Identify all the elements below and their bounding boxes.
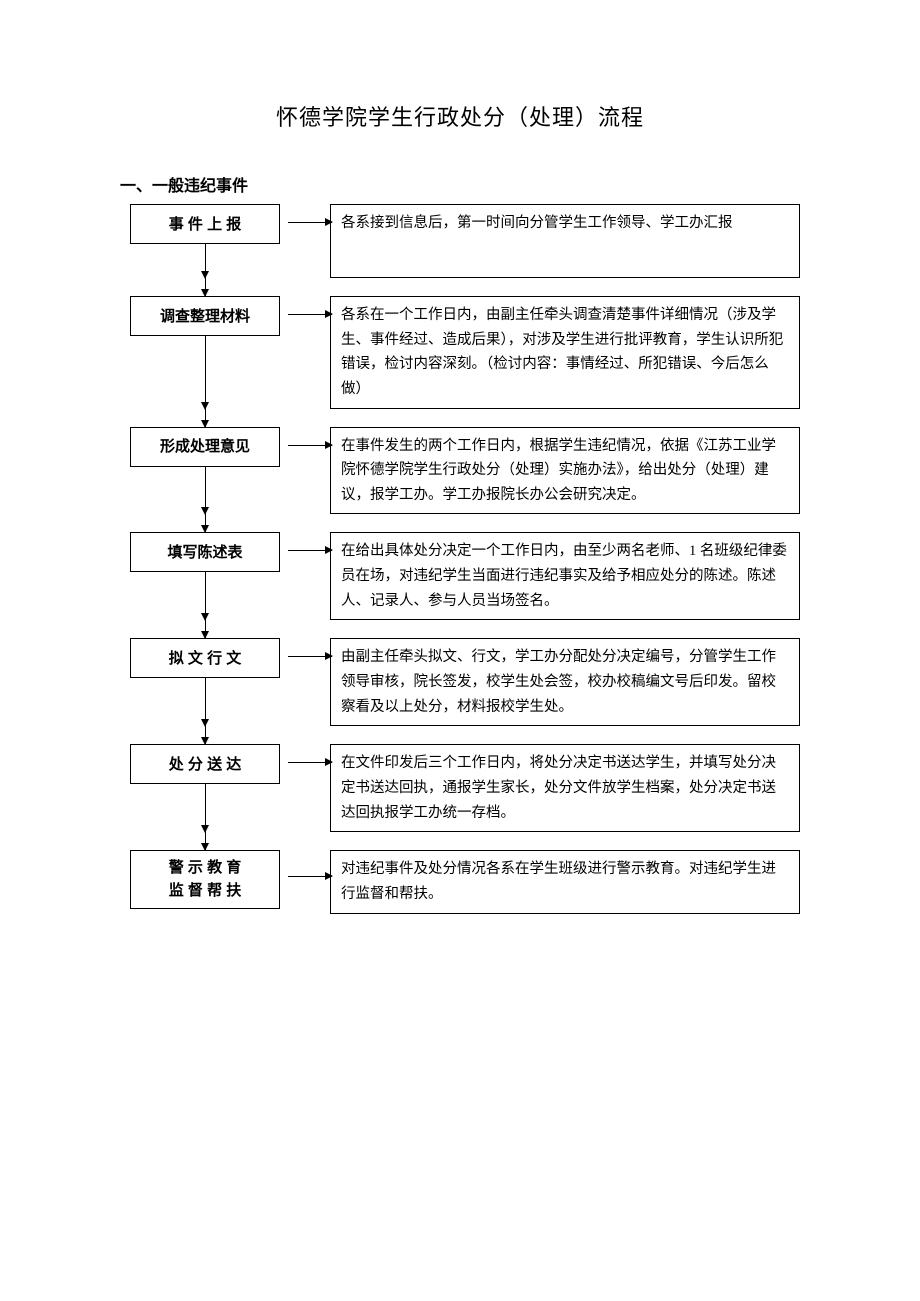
arrow-down-icon <box>205 467 206 515</box>
step-box-report: 事 件 上 报 <box>130 204 280 244</box>
connector-gap <box>290 296 330 409</box>
arrow-right-icon <box>288 876 332 877</box>
spacer <box>120 832 800 850</box>
spacer <box>120 620 800 638</box>
step-left-col: 拟 文 行 文 <box>120 638 290 726</box>
arrow-down-icon <box>205 784 206 832</box>
arrow-right-icon <box>288 550 332 551</box>
flow-row: 事 件 上 报 各系接到信息后，第一时间向分管学生工作领导、学工办汇报 <box>120 204 800 278</box>
step-left-col: 填写陈述表 <box>120 532 290 620</box>
flow-row: 填写陈述表 在给出具体处分决定一个工作日内，由至少两名老师、1 名班级纪律委员在… <box>120 532 800 620</box>
spacer <box>120 409 800 427</box>
step-desc: 在文件印发后三个工作日内，将处分决定书送达学生，并填写处分决定书送达回执，通报学… <box>341 755 776 820</box>
step-desc: 在给出具体处分决定一个工作日内，由至少两名老师、1 名班级纪律委员在场，对违纪学… <box>341 543 787 608</box>
page-title: 怀德学院学生行政处分（处理）流程 <box>120 100 800 132</box>
step-desc-box: 由副主任牵头拟文、行文，学工办分配处分决定编号，分管学生工作领导审核，院长签发，… <box>330 638 800 726</box>
page: 怀德学院学生行政处分（处理）流程 一、一般违纪事件 事 件 上 报 各系接到信息… <box>0 0 920 954</box>
flow-row: 调查整理材料 各系在一个工作日内，由副主任牵头调查清楚事件详细情况（涉及学生、事… <box>120 296 800 409</box>
spacer <box>120 514 800 532</box>
spacer <box>120 278 800 296</box>
step-left-col: 形成处理意见 <box>120 427 290 515</box>
step-box-statement: 填写陈述表 <box>130 532 280 572</box>
arrow-down-icon <box>205 678 206 726</box>
step-label-line2: 监 督 帮 扶 <box>169 880 242 903</box>
arrow-right-icon <box>288 222 332 223</box>
arrow-right-icon <box>288 314 332 315</box>
step-label: 形成处理意见 <box>160 436 250 457</box>
flow-row: 形成处理意见 在事件发生的两个工作日内，根据学生违纪情况，依据《江苏工业学院怀德… <box>120 427 800 515</box>
connector-gap <box>290 850 330 913</box>
step-box-educate: 警 示 教 育 监 督 帮 扶 <box>130 850 280 909</box>
step-left-col: 事 件 上 报 <box>120 204 290 278</box>
step-left-col: 调查整理材料 <box>120 296 290 409</box>
step-desc-box: 各系在一个工作日内，由副主任牵头调查清楚事件详细情况（涉及学生、事件经过、造成后… <box>330 296 800 409</box>
flow-row: 处 分 送 达 在文件印发后三个工作日内，将处分决定书送达学生，并填写处分决定书… <box>120 744 800 832</box>
step-label: 拟 文 行 文 <box>169 648 242 669</box>
arrow-right-icon <box>288 762 332 763</box>
arrow-down-icon <box>205 514 206 532</box>
step-label: 调查整理材料 <box>160 306 250 327</box>
connector-gap <box>290 204 330 278</box>
step-desc: 各系在一个工作日内，由副主任牵头调查清楚事件详细情况（涉及学生、事件经过、造成后… <box>341 307 783 397</box>
step-desc: 对违纪事件及处分情况各系在学生班级进行警示教育。对违纪学生进行监督和帮扶。 <box>341 861 776 902</box>
arrow-down-icon <box>205 336 206 409</box>
arrow-down-icon <box>205 572 206 620</box>
step-box-draft: 拟 文 行 文 <box>130 638 280 678</box>
step-desc-box: 在给出具体处分决定一个工作日内，由至少两名老师、1 名班级纪律委员在场，对违纪学… <box>330 532 800 620</box>
step-left-col: 警 示 教 育 监 督 帮 扶 <box>120 850 290 913</box>
step-desc: 各系接到信息后，第一时间向分管学生工作领导、学工办汇报 <box>341 215 733 231</box>
step-label: 处 分 送 达 <box>169 754 242 775</box>
step-desc: 在事件发生的两个工作日内，根据学生违纪情况，依据《江苏工业学院怀德学院学生行政处… <box>341 438 776 503</box>
step-label: 填写陈述表 <box>167 542 242 563</box>
arrow-down-icon <box>205 278 206 296</box>
connector-gap <box>290 427 330 515</box>
step-desc-box: 在事件发生的两个工作日内，根据学生违纪情况，依据《江苏工业学院怀德学院学生行政处… <box>330 427 800 515</box>
connector-gap <box>290 532 330 620</box>
step-box-investigate: 调查整理材料 <box>130 296 280 336</box>
step-desc: 由副主任牵头拟文、行文，学工办分配处分决定编号，分管学生工作领导审核，院长签发，… <box>341 649 776 714</box>
spacer <box>120 726 800 744</box>
step-label: 事 件 上 报 <box>169 214 242 235</box>
step-box-deliver: 处 分 送 达 <box>130 744 280 784</box>
connector-gap <box>290 744 330 832</box>
arrow-down-icon <box>205 244 206 278</box>
arrow-down-icon <box>205 726 206 744</box>
step-label-line1: 警 示 教 育 <box>169 857 242 880</box>
arrow-right-icon <box>288 445 332 446</box>
step-desc-box: 各系接到信息后，第一时间向分管学生工作领导、学工办汇报 <box>330 204 800 278</box>
arrow-right-icon <box>288 656 332 657</box>
step-desc-box: 对违纪事件及处分情况各系在学生班级进行警示教育。对违纪学生进行监督和帮扶。 <box>330 850 800 913</box>
flow-row: 拟 文 行 文 由副主任牵头拟文、行文，学工办分配处分决定编号，分管学生工作领导… <box>120 638 800 726</box>
connector-gap <box>290 638 330 726</box>
section-heading: 一、一般违纪事件 <box>120 172 800 196</box>
flowchart: 事 件 上 报 各系接到信息后，第一时间向分管学生工作领导、学工办汇报 调查整理… <box>120 204 800 914</box>
step-desc-box: 在文件印发后三个工作日内，将处分决定书送达学生，并填写处分决定书送达回执，通报学… <box>330 744 800 832</box>
arrow-down-icon <box>205 832 206 850</box>
arrow-down-icon <box>205 409 206 427</box>
step-box-opinion: 形成处理意见 <box>130 427 280 467</box>
flow-row: 警 示 教 育 监 督 帮 扶 对违纪事件及处分情况各系在学生班级进行警示教育。… <box>120 850 800 913</box>
arrow-down-icon <box>205 620 206 638</box>
step-left-col: 处 分 送 达 <box>120 744 290 832</box>
